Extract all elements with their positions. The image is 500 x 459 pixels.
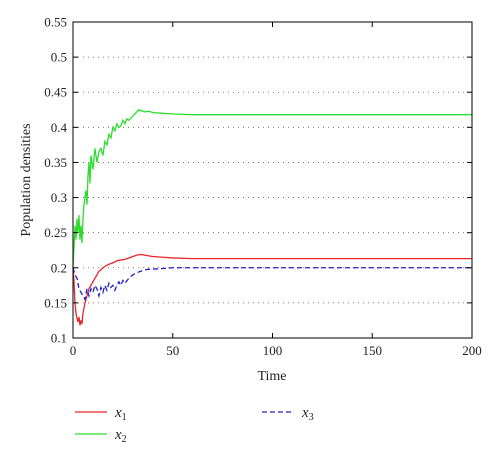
x-tick-label: 50: [166, 343, 179, 358]
y-tick-label: 0.15: [44, 295, 67, 310]
series-line-x1: [72, 253, 472, 326]
legend-label-x1: x1: [114, 405, 127, 423]
y-tick-label: 0.35: [44, 155, 67, 170]
series-line-x2: [72, 109, 472, 268]
tick-labels: 0.1 0.15 0.2 0.25 0.3 0.35 0.4 0.45 0.5 0.55 0 50 10…: [44, 15, 482, 359]
axis-ticks: [72, 21, 473, 339]
y-tick-label: 0.3: [51, 190, 67, 205]
legend-label-x2: x2: [114, 427, 127, 445]
x-tick-label: 150: [363, 343, 383, 358]
series-lines: [72, 109, 472, 326]
legend: x1 x2 x3: [75, 405, 314, 445]
x-tick-label: 200: [462, 343, 482, 358]
y-tick-label: 0.55: [44, 15, 67, 30]
grid-lines: [73, 56, 472, 304]
y-tick-label: 0.1: [51, 331, 67, 346]
y-tick-label: 0.25: [44, 225, 67, 240]
y-tick-label: 0.4: [51, 120, 68, 135]
x-tick-label: 100: [263, 343, 283, 358]
x-tick-label: 0: [70, 343, 77, 358]
y-tick-label: 0.2: [51, 260, 67, 275]
series-line-x3: [72, 267, 472, 302]
y-tick-label: 0.5: [51, 50, 67, 65]
legend-label-x3: x3: [301, 405, 314, 423]
plot-frame: [72, 21, 473, 339]
y-tick-label: 0.45: [44, 85, 67, 100]
y-axis-label: Population densities: [19, 123, 34, 236]
x-axis-label: Time: [257, 369, 286, 384]
